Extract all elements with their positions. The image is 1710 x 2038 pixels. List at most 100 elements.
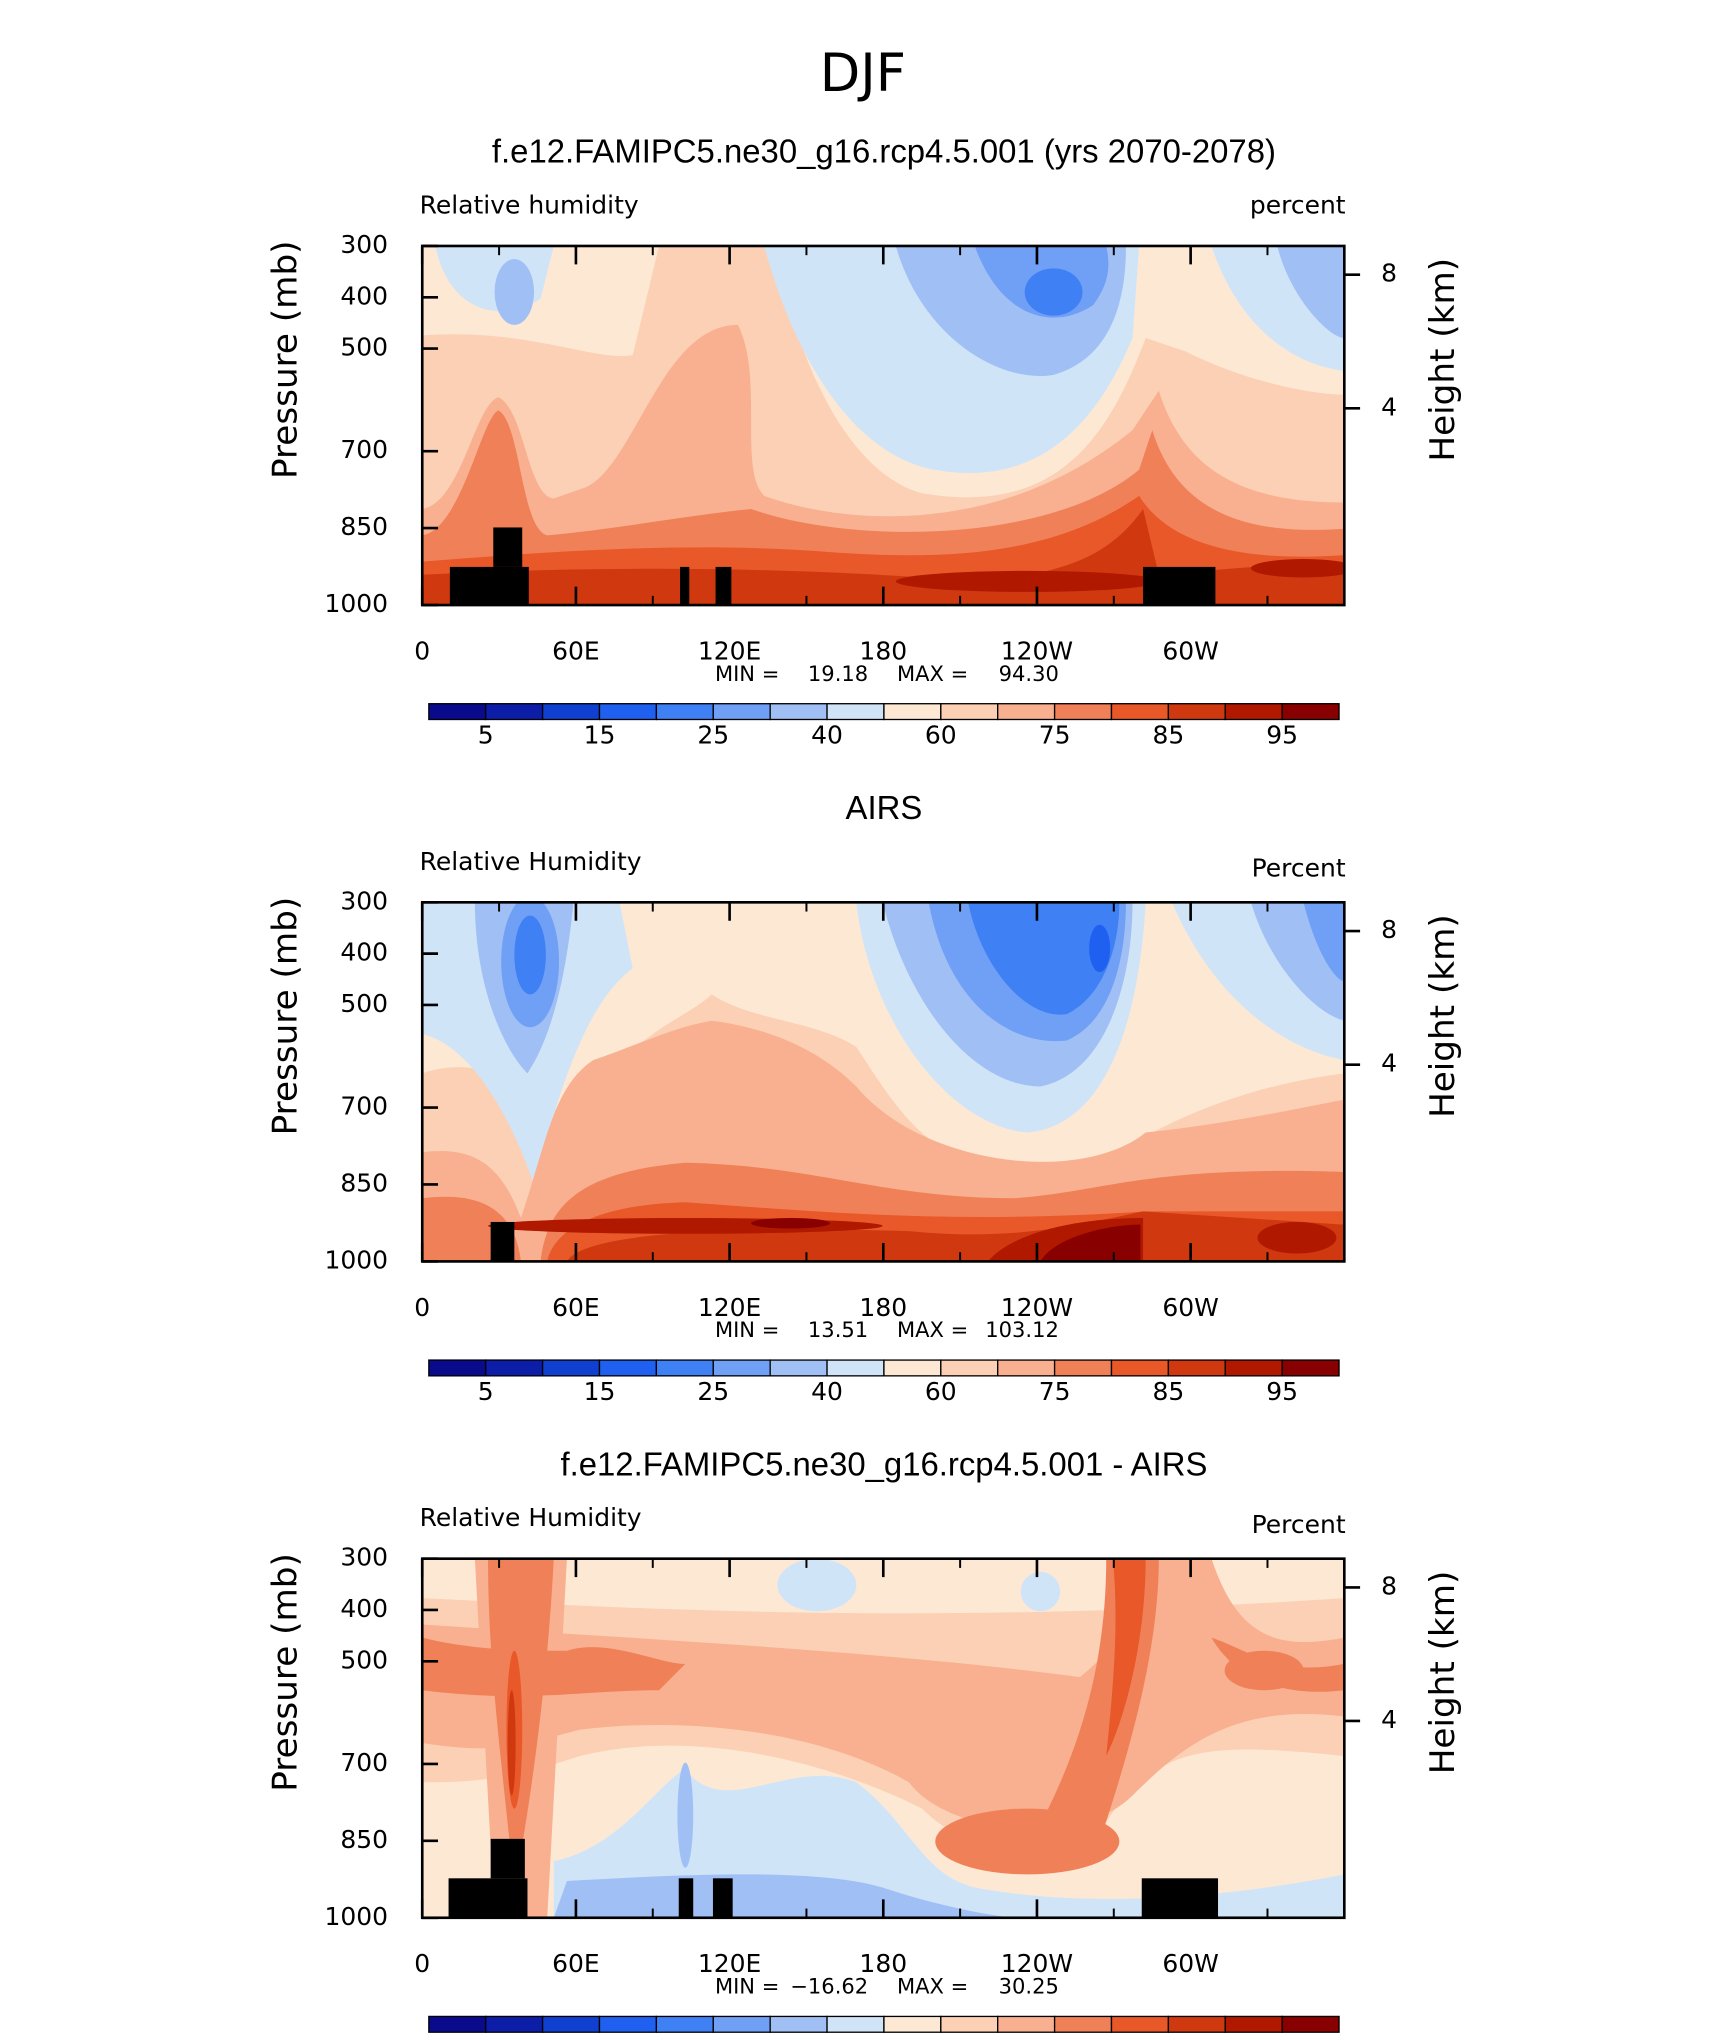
colorbar-box [428,703,487,721]
right-label: Percent [1252,853,1346,882]
colorbar-label: 5 [478,1377,494,1406]
y-tick-label: 700 [340,1092,388,1121]
figure-title: DJF [820,43,906,104]
colorbar-label: 60 [925,1377,957,1406]
contour-field [422,1558,1345,1918]
left-label: Relative Humidity [420,847,642,876]
colorbar-label: 15 [584,721,616,750]
panel-title: f.e12.FAMIPC5.ne30_g16.rcp4.5.001 - AIRS [560,1445,1207,1482]
x-tick-label: 120E [698,1293,761,1322]
colorbar-box [769,1359,828,1377]
y-tick-label: 850 [340,512,388,541]
colorbar-label: 75 [1039,1377,1071,1406]
colorbar-label: −30 [573,2033,626,2038]
y-tick-label: 700 [340,1748,388,1777]
colorbar-box [655,2015,714,2033]
y2-tick-label: 4 [1381,1705,1397,1734]
colorbar-box [598,2015,658,2033]
colorbar-box [1167,1359,1226,1377]
colorbar-box [428,2015,487,2033]
y-tick-label: 1000 [324,1245,388,1274]
colorbar-box [598,1359,658,1377]
right-label: percent [1250,191,1346,220]
colorbar-box [655,1359,714,1377]
colorbar-box [712,703,771,721]
y-tick-label: 400 [340,1594,388,1623]
y-tick-label: 1000 [324,1902,388,1931]
x-tick-label: 60E [552,1293,600,1322]
colorbar-label: −40 [516,2033,569,2038]
colorbar-box [1167,2015,1226,2033]
colorbar-box [826,2015,885,2033]
y2-axis-label: Height (km) [1423,914,1463,1118]
colorbar-box [598,703,658,721]
colorbar-box [1167,703,1226,721]
panel-title: f.e12.FAMIPC5.ne30_g16.rcp4.5.001 (yrs 2… [492,133,1276,170]
colorbar-label: 30 [1152,2033,1184,2038]
y2-tick-label: 8 [1381,259,1397,288]
colorbar-label: 40 [811,1377,843,1406]
colorbar-box [428,1359,487,1377]
colorbar-label: 95 [1266,1377,1298,1406]
x-tick-label: 180 [859,1293,907,1322]
colorbar-box [1281,703,1340,721]
y2-tick-label: 4 [1381,1049,1397,1078]
y-tick-label: 400 [340,938,388,967]
max-value: 94.30 [999,661,1059,686]
y2-tick-label: 8 [1381,915,1397,944]
colorbar-box [1110,1359,1170,1377]
y-tick-label: 500 [340,333,388,362]
x-tick-label: 120W [1001,1949,1073,1978]
min-label: MIN = [715,661,779,686]
colorbar-box [826,703,885,721]
colorbar-label: 75 [1039,721,1071,750]
colorbar-box [1053,1359,1113,1377]
colorbar-label: −10 [744,2033,797,2038]
colorbar-box [1053,2015,1113,2033]
contour-field [422,245,1345,606]
min-value: 19.18 [808,661,868,686]
colorbar-label: 50 [1266,2033,1298,2038]
x-tick-label: 60E [552,1949,600,1978]
y-tick-label: 700 [340,435,388,464]
y2-axis-label: Height (km) [1423,258,1463,462]
colorbar-box [541,703,601,721]
colorbar-box [485,703,544,721]
x-tick-label: 180 [859,636,907,665]
y-axis-label: Pressure (mb) [265,1553,305,1792]
colorbar-label: 10 [982,2033,1014,2038]
min-label: MIN = [715,1973,779,1998]
colorbar-label: 0 [876,2033,892,2038]
x-tick-label: 0 [414,636,430,665]
colorbar-box [485,2015,544,2033]
y-tick-label: 500 [340,1645,388,1674]
right-label: Percent [1252,1510,1346,1539]
min-value: −16.62 [790,1973,868,1998]
colorbar-box [997,2015,1056,2033]
colorbar-box [1110,703,1170,721]
y-axis-label: Pressure (mb) [265,897,305,1136]
y-axis-label: Pressure (mb) [265,240,305,479]
colorbar-box [1281,2015,1340,2033]
colorbar-box [883,703,942,721]
colorbar-label: −20 [630,2033,683,2038]
x-tick-label: 120W [1001,1293,1073,1322]
colorbar-box [712,2015,771,2033]
colorbar-label: 15 [1039,2033,1071,2038]
colorbar-label: −5 [809,2033,846,2038]
y-tick-label: 300 [340,230,388,259]
max-value: 103.12 [985,1317,1059,1342]
colorbar-box [541,1359,601,1377]
colorbar-label: −50 [459,2033,512,2038]
y-tick-label: 500 [340,989,388,1018]
colorbar-label: 5 [933,2033,949,2038]
x-tick-label: 120E [698,1949,761,1978]
min-value: 13.51 [808,1317,868,1342]
x-tick-label: 120W [1001,636,1073,665]
colorbar-box [1053,703,1113,721]
colorbar-box [940,1359,999,1377]
y-tick-label: 300 [340,1543,388,1572]
y2-axis-label: Height (km) [1423,1571,1463,1775]
y2-tick-label: 8 [1381,1571,1397,1600]
colorbar-label: 25 [697,1377,729,1406]
